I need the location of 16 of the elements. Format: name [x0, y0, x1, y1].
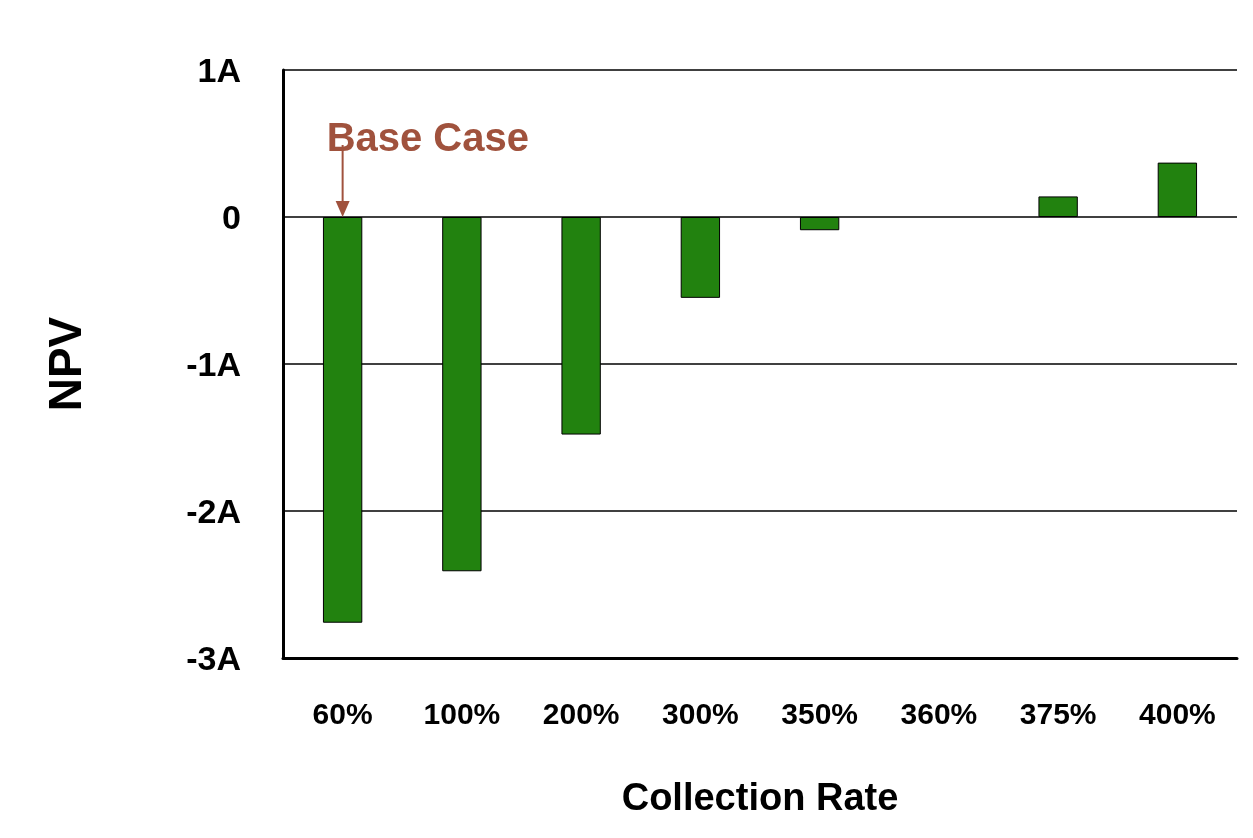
- y-tick-label: -3A: [186, 639, 241, 677]
- x-axis-title: Collection Rate: [621, 776, 899, 818]
- x-tick-label: 60%: [312, 696, 373, 730]
- y-axis-title: NPV: [39, 316, 91, 412]
- y-tick-label: -2A: [186, 492, 241, 530]
- x-tick-label: 375%: [1019, 696, 1097, 730]
- x-tick-label: 360%: [900, 696, 978, 730]
- y-tick-label: 0: [222, 198, 241, 236]
- x-tick-label: 400%: [1139, 696, 1216, 730]
- annotation: Base Case: [326, 115, 529, 159]
- y-tick-label: 1A: [197, 51, 241, 89]
- x-tick-label: 300%: [662, 696, 739, 730]
- y-tick-label: -1A: [186, 345, 241, 383]
- x-tick-label: 200%: [542, 696, 620, 730]
- x-tick-label: 350%: [781, 696, 858, 730]
- x-tick-label: 100%: [423, 696, 501, 730]
